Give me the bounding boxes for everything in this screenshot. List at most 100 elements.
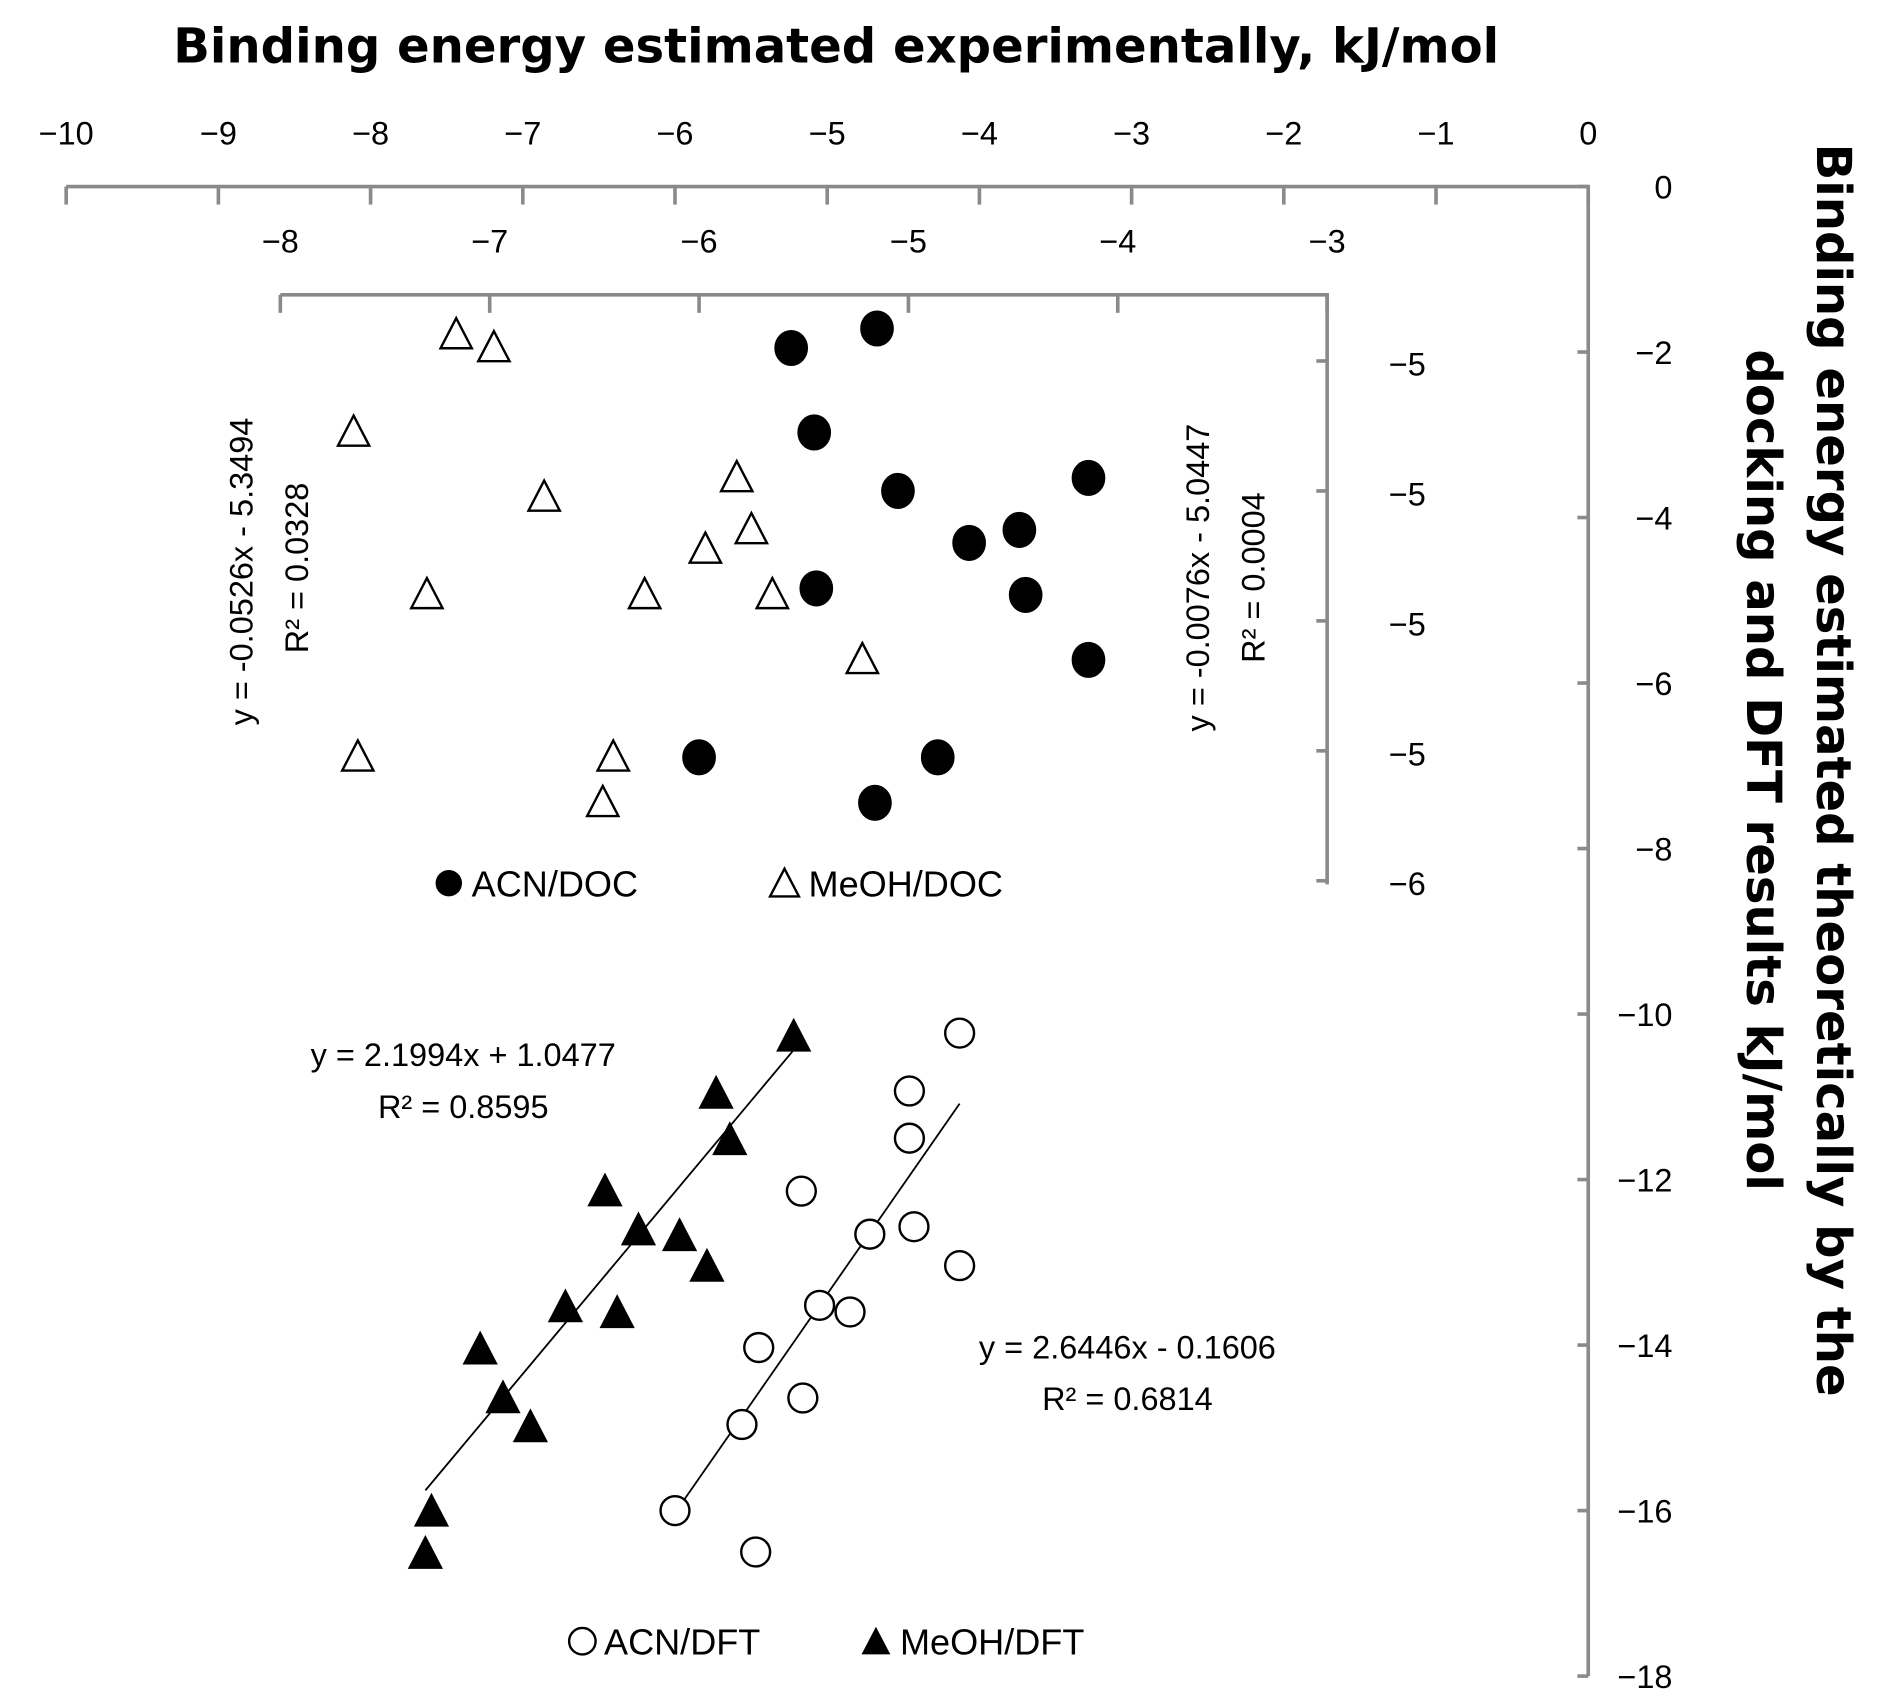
acn-dft-point xyxy=(893,1122,926,1154)
acn-dft-r2: R² = 0.6814 xyxy=(1042,1381,1213,1417)
meoh-doc-r2: R² = 0.0328 xyxy=(279,483,315,654)
y-axis-title-line-1: Binding energy estimated theoretically b… xyxy=(1805,144,1861,1397)
y-tick-label: −6 xyxy=(1389,866,1426,902)
acn-doc-point xyxy=(920,739,955,776)
meoh-dft-point xyxy=(698,1074,734,1109)
acn-doc-point xyxy=(881,472,915,509)
y-tick-label: −18 xyxy=(1617,1659,1672,1695)
x-tick-label: −9 xyxy=(200,115,237,151)
meoh-dft-point xyxy=(599,1294,635,1329)
x-tick-label: 0 xyxy=(1579,115,1597,151)
meoh-doc-point xyxy=(526,477,562,512)
legend-meoh-doc: MeOH/DOC xyxy=(809,863,1003,904)
legend-open-triangle-icon xyxy=(768,866,801,898)
meoh-doc-point xyxy=(844,640,880,675)
meoh-doc-point xyxy=(585,783,621,818)
acn-doc-point xyxy=(858,784,892,821)
meoh-dft-point xyxy=(485,1379,521,1414)
y-tick-label: −14 xyxy=(1617,1328,1672,1364)
acn-dft-point xyxy=(726,1408,758,1441)
x-tick-label: −5 xyxy=(890,224,927,260)
x-tick-label: −6 xyxy=(656,115,693,151)
acn-dft-point xyxy=(803,1289,836,1321)
meoh-doc-point xyxy=(687,529,723,564)
x-tick-label: −10 xyxy=(39,115,94,151)
acn-dft-point xyxy=(893,1075,926,1107)
acn-doc-equation: y = -0.0076x - 5.0447 xyxy=(1180,424,1216,732)
acn-doc-point xyxy=(860,310,894,347)
acn-dft-point xyxy=(834,1296,866,1328)
meoh-dft-point xyxy=(547,1288,584,1323)
meoh-dft-point xyxy=(712,1121,748,1156)
x-tick-label: −3 xyxy=(1309,224,1346,260)
meoh-doc-point xyxy=(595,737,631,772)
acn-dft-point xyxy=(943,1017,976,1049)
meoh-dft-point xyxy=(407,1534,444,1569)
meoh-doc-point xyxy=(733,510,770,545)
y-tick-label: −5 xyxy=(1389,606,1426,642)
y-tick-label: −5 xyxy=(1389,736,1426,772)
legend-filled-triangle-icon xyxy=(861,1626,891,1655)
y-axis-title-line-2: docking and DFT results kJ/mol xyxy=(1735,349,1791,1190)
legend-acn-doc: ACN/DOC xyxy=(472,863,638,904)
y-tick-label: −2 xyxy=(1635,335,1672,371)
dft-axis-lines xyxy=(66,184,1591,1677)
y-tick-label: −12 xyxy=(1617,1163,1672,1199)
x-tick-label: −1 xyxy=(1418,115,1455,151)
doc-legend: ACN/DOC MeOH/DOC xyxy=(435,863,1003,904)
acn-doc-point xyxy=(1071,459,1106,496)
meoh-dft-point xyxy=(776,1017,812,1052)
meoh-doc-point xyxy=(476,328,512,363)
acn-dft-point xyxy=(785,1175,817,1207)
acn-doc-point xyxy=(952,524,986,561)
meoh-doc-point xyxy=(340,737,376,772)
meoh-dft-point xyxy=(661,1217,698,1252)
meoh-dft-trendline xyxy=(424,1049,795,1491)
y-tick-label: −16 xyxy=(1617,1494,1672,1530)
legend-acn-dft: ACN/DFT xyxy=(604,1621,760,1662)
data-points xyxy=(335,310,1106,1569)
meoh-dft-point xyxy=(689,1247,725,1282)
meoh-doc-point xyxy=(409,575,445,610)
x-tick-label: −4 xyxy=(1099,224,1136,260)
meoh-doc-point xyxy=(627,575,663,610)
acn-doc-point xyxy=(682,739,716,776)
y-tick-label: −8 xyxy=(1635,832,1672,868)
x-tick-label: −8 xyxy=(262,224,299,260)
acn-doc-point xyxy=(1071,641,1106,678)
doc-axes: −8 −7 −6 −5 −4 −3 −5 −5 −5 −5 −6 xyxy=(262,224,1426,903)
meoh-doc-equation: y = -0.0526x - 5.3494 xyxy=(224,418,260,726)
acn-dft-point xyxy=(787,1382,819,1414)
acn-dft-point xyxy=(743,1331,775,1364)
acn-doc-point xyxy=(1008,576,1043,613)
meoh-dft-point xyxy=(512,1408,549,1443)
meoh-dft-point xyxy=(413,1492,450,1527)
legend-open-circle-icon xyxy=(567,1626,597,1656)
acn-dft-point xyxy=(740,1536,772,1568)
x-tick-label: −3 xyxy=(1113,115,1150,151)
chart-title: Binding energy estimated experimentally,… xyxy=(173,19,1499,75)
acn-doc-point xyxy=(1002,511,1037,548)
meoh-doc-point xyxy=(438,315,474,350)
y-tick-label: −6 xyxy=(1635,666,1672,702)
acn-doc-point xyxy=(799,570,834,607)
x-tick-label: −7 xyxy=(504,115,541,151)
acn-doc-point xyxy=(774,329,809,367)
acn-dft-point xyxy=(898,1211,930,1243)
y-tick-label: −5 xyxy=(1389,346,1426,382)
acn-dft-point xyxy=(854,1218,886,1250)
acn-doc-point xyxy=(797,414,832,451)
meoh-dft-point xyxy=(620,1211,657,1246)
x-tick-label: −2 xyxy=(1265,115,1302,151)
dft-axes: −10 −9 −8 −7 −6 −5 −4 −3 −2 −1 00−2−4−6−8−10−12−14… xyxy=(39,115,1673,1695)
acn-dft-point xyxy=(943,1249,976,1282)
y-tick-label: −4 xyxy=(1635,501,1672,537)
y-tick-label: 0 xyxy=(1654,170,1672,206)
meoh-doc-point xyxy=(335,413,372,447)
acn-dft-point xyxy=(659,1494,691,1527)
meoh-dft-point xyxy=(462,1330,498,1365)
legend-filled-circle-icon xyxy=(435,869,463,897)
y-tick-label: −10 xyxy=(1617,997,1672,1033)
acn-dft-equation: y = 2.6446x - 0.1606 xyxy=(979,1329,1276,1365)
